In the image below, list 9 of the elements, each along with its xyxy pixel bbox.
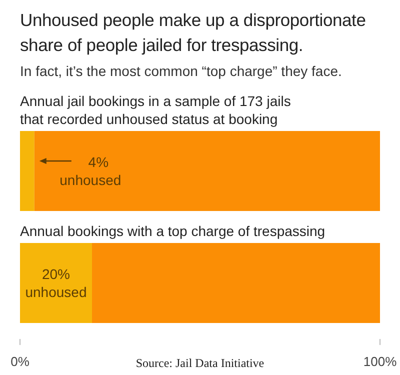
data-label: 4% unhoused [60, 154, 122, 188]
x-tick-label: 0% [10, 354, 30, 370]
y-tick-label: Annual jail bookings in a sample of 173 jails that recorded unhoused status at booking [20, 93, 291, 127]
x-tick-label: 100% [363, 354, 398, 370]
chart-title: Unhoused people make up a disproportionate share of people jailed for trespassing. [20, 9, 367, 57]
text: In fact, it’s the most common “top charge” they face. [20, 63, 343, 79]
source-note: Source: Jail Data Initiative [136, 356, 264, 370]
y-tick-label: Annual bookings with a top charge of trespassing [20, 223, 326, 239]
data-label: 20% unhoused [25, 266, 87, 300]
